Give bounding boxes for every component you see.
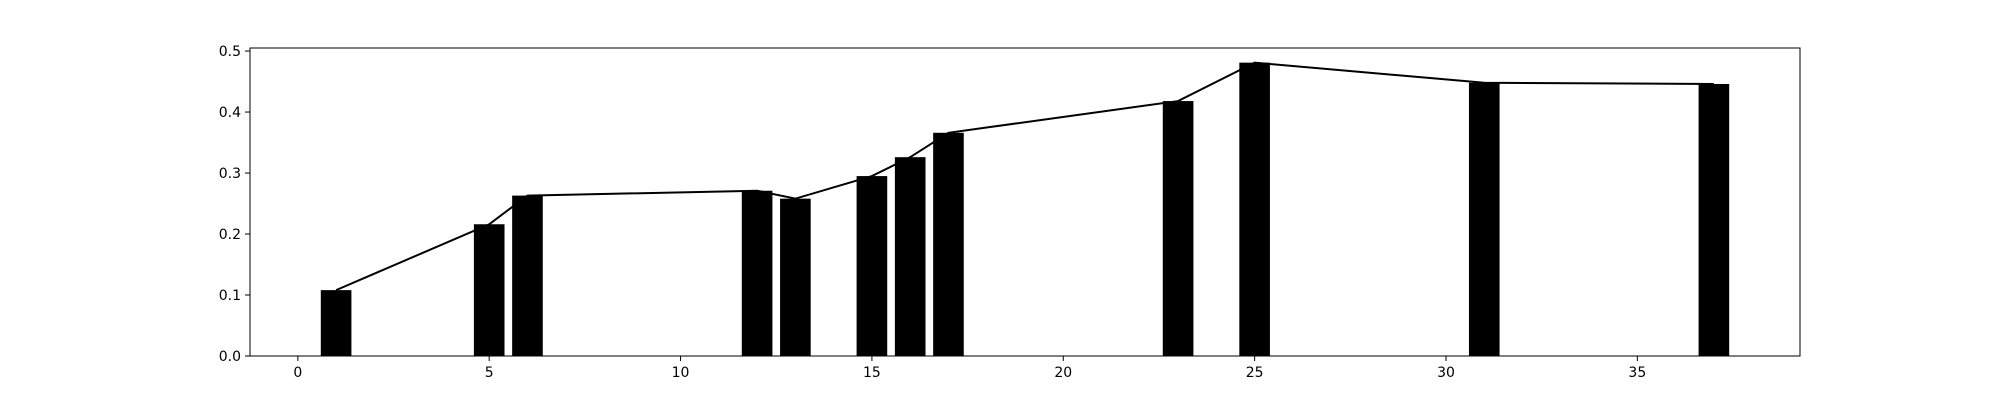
bar <box>1698 83 1730 356</box>
bar <box>473 224 505 356</box>
x-tick-label: 20 <box>1054 365 1072 381</box>
x-tick-label: 5 <box>485 365 494 381</box>
bar <box>741 190 773 356</box>
line-layer <box>335 61 1714 292</box>
x-tick-label: 30 <box>1437 365 1455 381</box>
series-line <box>335 61 1714 292</box>
bar <box>1239 62 1270 356</box>
x-axis-ticks: 0 5 10 15 20 25 30 35 <box>293 356 1646 381</box>
y-tick-label: 0.0 <box>219 349 241 365</box>
x-tick-label: 15 <box>863 365 881 381</box>
bar <box>1162 101 1194 356</box>
y-tick-label: 0.1 <box>219 288 241 304</box>
x-tick-label: 25 <box>1246 365 1264 381</box>
bar <box>856 176 888 356</box>
x-tick-label: 10 <box>672 365 690 381</box>
y-tick-label: 0.5 <box>219 44 241 60</box>
bars-layer <box>320 62 1730 356</box>
bar <box>894 157 926 356</box>
bar <box>933 132 964 356</box>
x-tick-label: 0 <box>293 365 302 381</box>
bar <box>1468 82 1500 356</box>
y-tick-label: 0.2 <box>219 227 241 243</box>
y-tick-label: 0.4 <box>219 105 241 121</box>
axes-frame <box>249 47 1801 357</box>
bar <box>780 198 811 356</box>
bar <box>320 290 352 356</box>
x-tick-label: 35 <box>1628 365 1646 381</box>
y-axis-ticks: 0.0 0.1 0.2 0.3 0.4 0.5 <box>219 44 250 365</box>
bar <box>512 195 543 356</box>
y-tick-label: 0.3 <box>219 166 241 182</box>
